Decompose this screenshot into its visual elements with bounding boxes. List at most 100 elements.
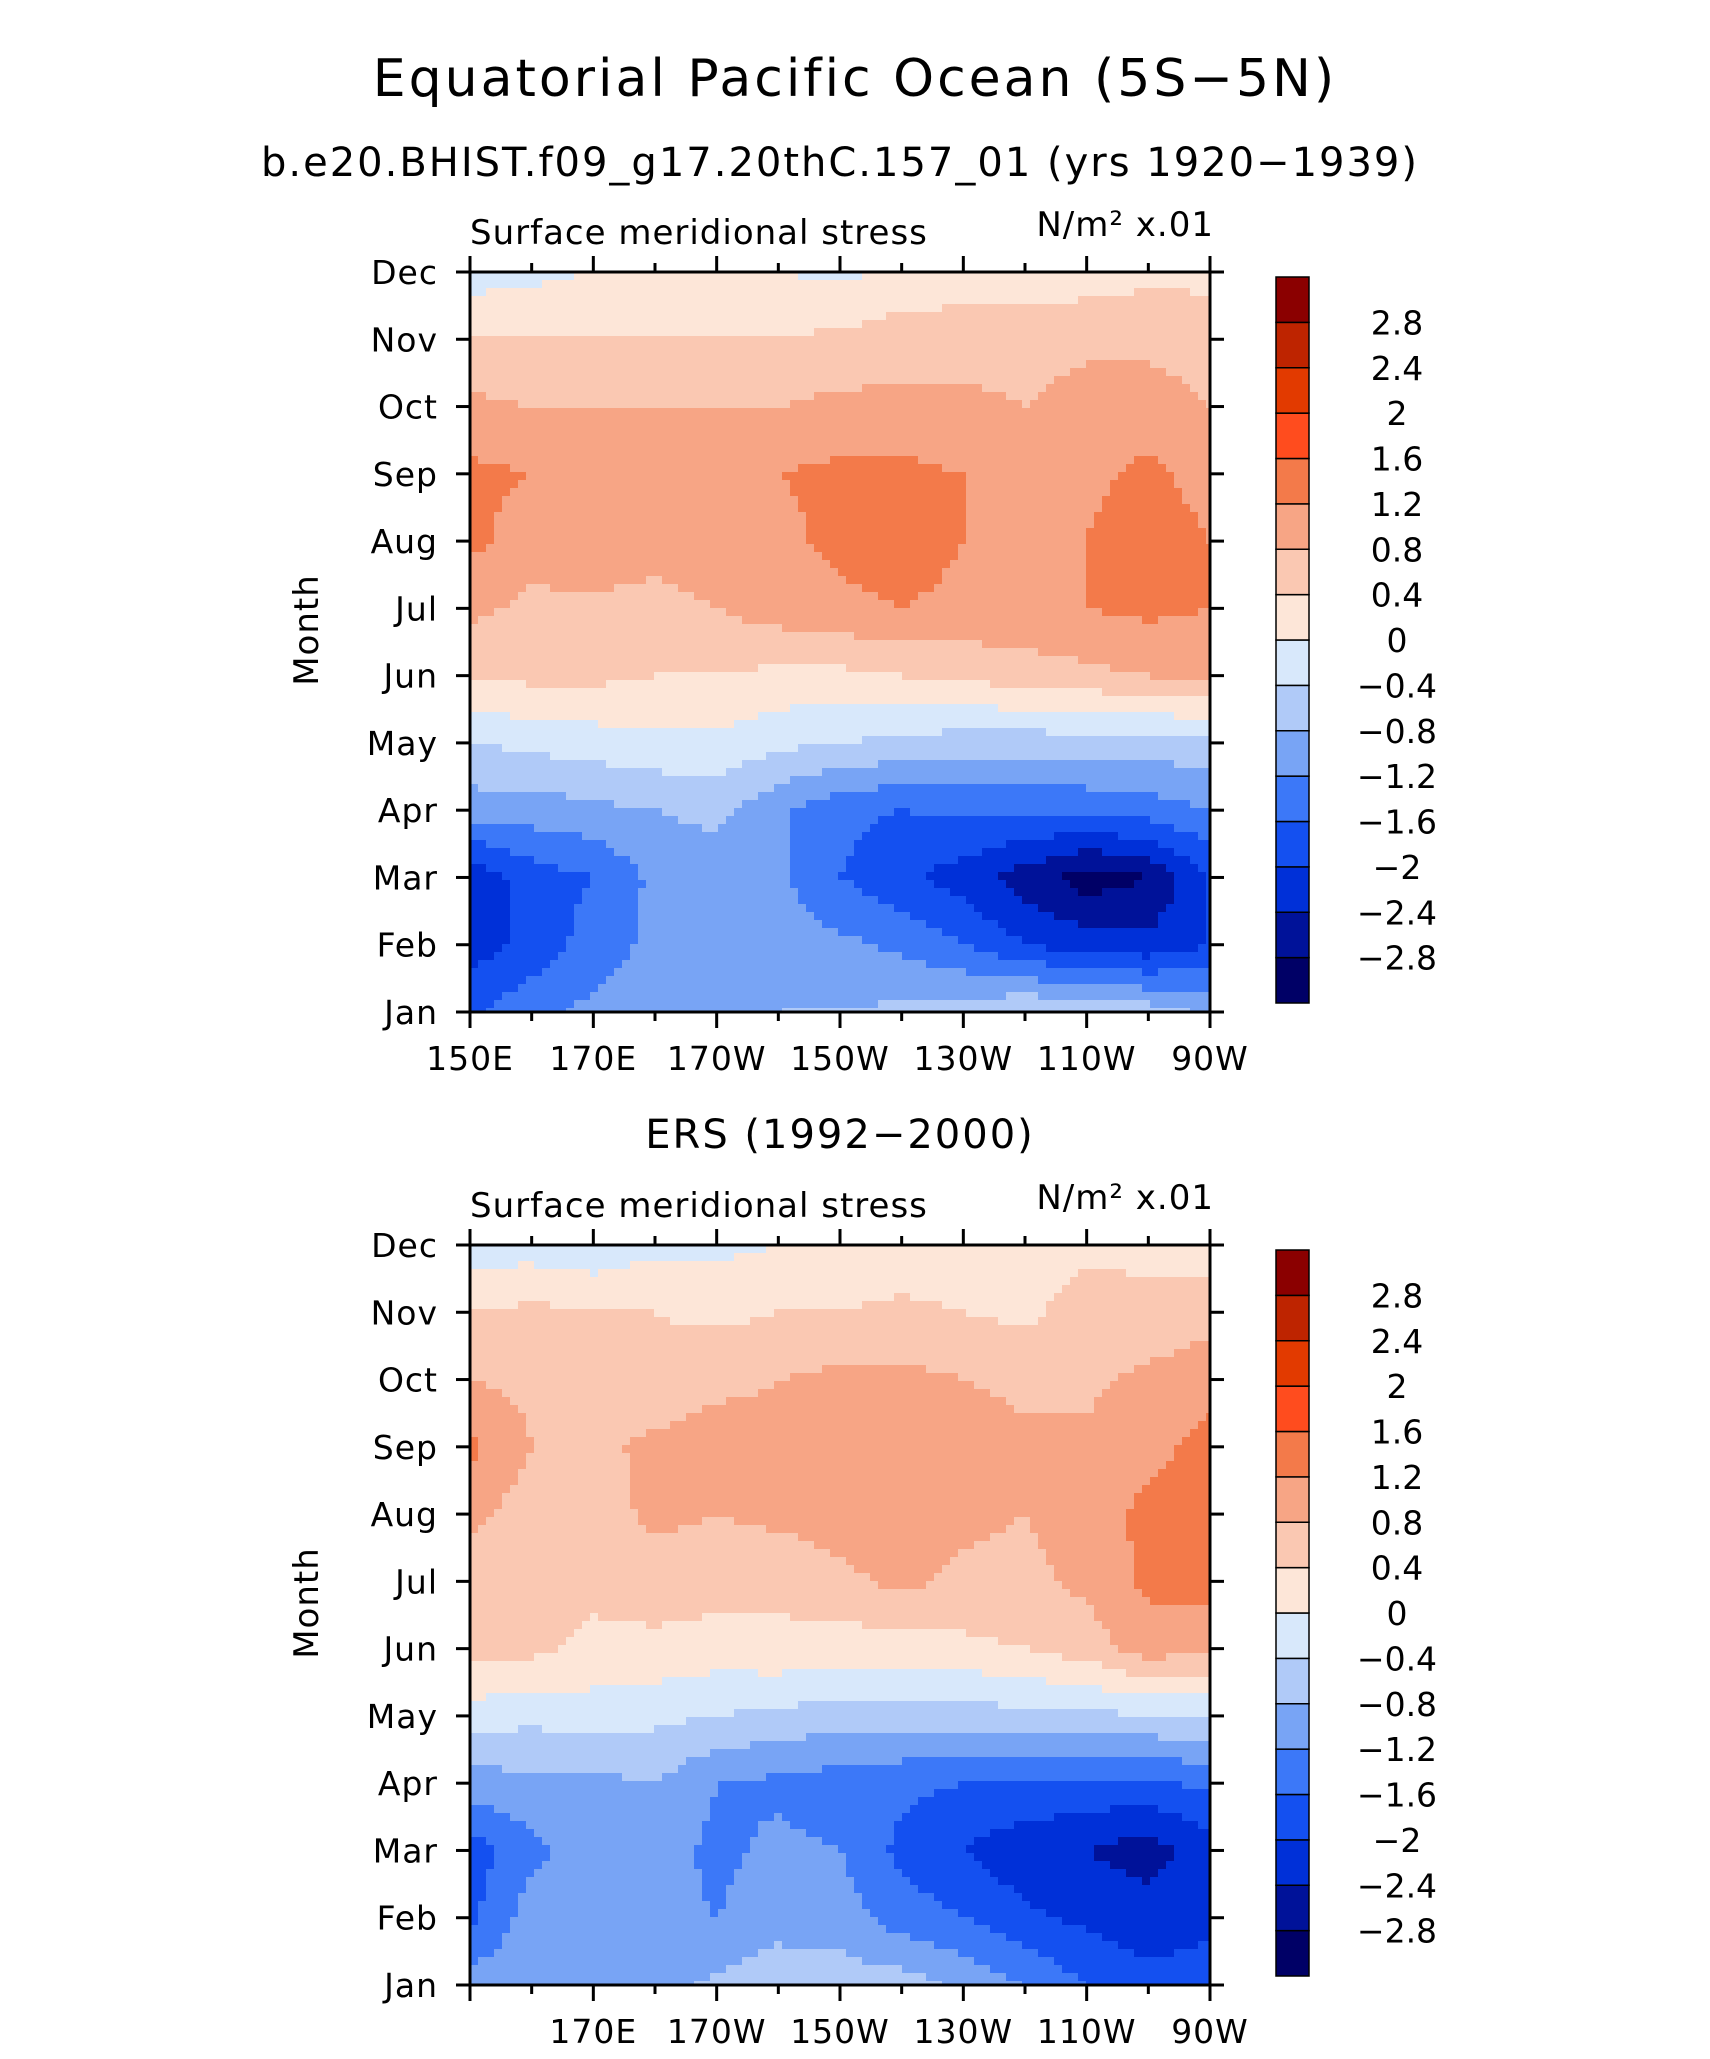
contour-cell [1070, 280, 1079, 289]
contour-cell [622, 600, 631, 609]
contour-cell [1166, 488, 1175, 497]
contour-cell [574, 528, 583, 537]
contour-cell [1086, 312, 1095, 321]
contour-cell [510, 328, 519, 337]
contour-cell [1150, 464, 1159, 473]
contour-cell [550, 400, 559, 409]
contour-cell [982, 648, 991, 657]
contour-cell [894, 280, 903, 289]
contour-cell [1038, 640, 1047, 649]
contour-cell [822, 376, 831, 385]
contour-cell [870, 536, 879, 545]
contour-cell [1150, 672, 1159, 681]
contour-cell [806, 488, 815, 497]
contour-cell [854, 456, 863, 465]
contour-cell [1038, 592, 1047, 601]
contour-cell [822, 392, 831, 401]
contour-cell [878, 280, 887, 289]
contour-cell [478, 320, 487, 329]
contour-cell [686, 440, 695, 449]
contour-cell [814, 536, 823, 545]
contour-cell [886, 328, 895, 337]
contour-cell [814, 456, 823, 465]
contour-cell [686, 464, 695, 473]
contour-cell [1158, 496, 1167, 505]
contour-cell [814, 624, 823, 633]
contour-cell [470, 448, 479, 457]
contour-cell [718, 312, 727, 321]
contour-cell [590, 520, 599, 529]
contour-cell [814, 640, 823, 649]
contour-cell [894, 688, 903, 697]
contour-cell [510, 272, 519, 281]
contour-cell [1006, 520, 1015, 529]
contour-cell [614, 560, 623, 569]
contour-cell [598, 464, 607, 473]
contour-cell [1150, 448, 1159, 457]
contour-cell [982, 624, 991, 633]
contour-cell [750, 480, 759, 489]
contour-cell [638, 520, 647, 529]
contour-cell [534, 528, 543, 537]
contour-cell [590, 544, 599, 553]
contour-cell [470, 392, 479, 401]
contour-cell [502, 536, 511, 545]
contour-cell [950, 280, 959, 289]
contour-cell [902, 568, 911, 577]
contour-cell [918, 520, 927, 529]
contour-cell [582, 608, 591, 617]
contour-cell [1118, 296, 1127, 305]
contour-cell [822, 296, 831, 305]
contour-cell [766, 488, 775, 497]
contour-cell [878, 488, 887, 497]
contour-cell [694, 552, 703, 561]
contour-cell [798, 480, 807, 489]
contour-cell [1142, 368, 1151, 377]
contour-cell [1190, 496, 1199, 505]
contour-cell [846, 280, 855, 289]
contour-cell [774, 632, 783, 641]
contour-cell [702, 544, 711, 553]
contour-cell [534, 304, 543, 313]
contour-cell [614, 528, 623, 537]
contour-cell [550, 272, 559, 281]
contour-cell [486, 656, 495, 665]
contour-cell [1038, 360, 1047, 369]
contour-cell [1046, 344, 1055, 353]
contour-cell [1198, 344, 1207, 353]
contour-cell [558, 360, 567, 369]
contour-cell [814, 504, 823, 513]
contour-cell [1094, 360, 1103, 369]
contour-cell [1062, 344, 1071, 353]
contour-cell [1118, 304, 1127, 313]
contour-cell [750, 464, 759, 473]
contour-cell [726, 544, 735, 553]
contour-cell [766, 280, 775, 289]
contour-cell [598, 328, 607, 337]
contour-cell [806, 288, 815, 297]
contour-cell [1206, 272, 1211, 281]
contour-cell [710, 360, 719, 369]
contour-cell [990, 376, 999, 385]
contour-cell [942, 272, 951, 281]
contour-cell [606, 680, 615, 689]
contour-cell [838, 440, 847, 449]
contour-cell [470, 584, 479, 593]
contour-cell [486, 440, 495, 449]
contour-cell [950, 616, 959, 625]
contour-cell [966, 688, 975, 697]
contour-cell [1062, 512, 1071, 521]
contour-cell [678, 272, 687, 281]
contour-cell [494, 288, 503, 297]
contour-cell [1038, 632, 1047, 641]
contour-cell [646, 384, 655, 393]
contour-cell [478, 280, 487, 289]
contour-cell [550, 680, 559, 689]
contour-cell [1038, 496, 1047, 505]
contour-cell [686, 288, 695, 297]
contour-cell [710, 304, 719, 313]
contour-cell [1198, 512, 1207, 521]
contour-cell [902, 336, 911, 345]
contour-cell [1118, 352, 1127, 361]
contour-cell [790, 400, 799, 409]
